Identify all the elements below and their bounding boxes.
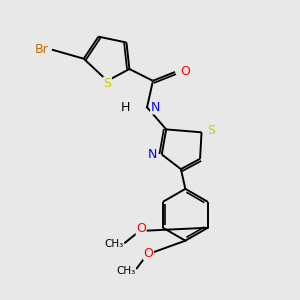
Text: CH₃: CH₃ (104, 239, 124, 249)
Text: O: O (144, 247, 154, 260)
Text: S: S (103, 77, 111, 90)
Text: N: N (151, 101, 160, 114)
Text: CH₃: CH₃ (116, 266, 135, 276)
Text: S: S (207, 124, 215, 137)
Text: N: N (148, 148, 158, 161)
Text: O: O (136, 222, 146, 235)
Text: H: H (120, 101, 130, 114)
Text: Br: Br (35, 44, 48, 56)
Text: O: O (180, 65, 190, 79)
